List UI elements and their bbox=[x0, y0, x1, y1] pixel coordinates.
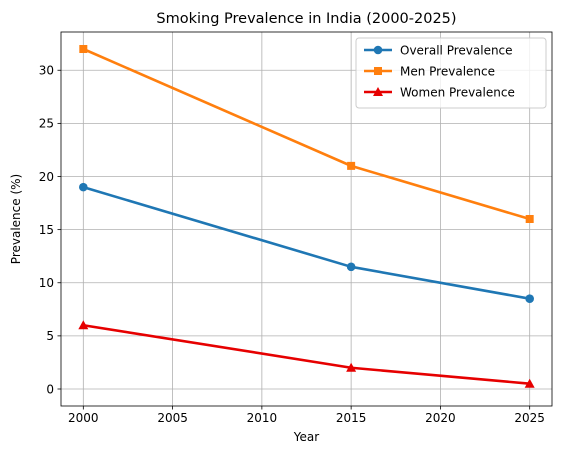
plot-frame bbox=[60, 31, 553, 407]
y-tick-label: 25 bbox=[39, 117, 54, 131]
x-tick-label: 2015 bbox=[336, 411, 367, 425]
x-tick-label: 2000 bbox=[68, 411, 99, 425]
series-line-overall-prevalence bbox=[82, 185, 530, 300]
y-tick-label: 20 bbox=[39, 170, 54, 184]
legend: Overall Prevalence Men Prevalence Women Pr… bbox=[355, 37, 547, 109]
y-tick-label: 5 bbox=[46, 329, 54, 343]
data-point-women-prevalence bbox=[346, 362, 357, 372]
x-tick-label: 2005 bbox=[157, 411, 188, 425]
y-tick-label: 15 bbox=[39, 223, 54, 237]
y-tick-label: 30 bbox=[39, 64, 54, 78]
chart-title: Smoking Prevalence in India (2000-2025) bbox=[156, 11, 456, 27]
series-overall-prevalence bbox=[79, 182, 534, 303]
legend-item-men-prevalence: Men Prevalence bbox=[364, 64, 495, 78]
data-point-women-prevalence bbox=[524, 378, 535, 388]
x-axis-title: Year bbox=[293, 430, 319, 444]
series-lines bbox=[78, 45, 535, 388]
legend-item-women-prevalence: Women Prevalence bbox=[364, 85, 515, 99]
series-line-women-prevalence bbox=[83, 323, 530, 385]
legend-swatch-marker bbox=[374, 67, 382, 75]
data-point-women-prevalence bbox=[78, 320, 89, 330]
data-point-men-prevalence bbox=[525, 215, 534, 223]
legend-item-overall-prevalence: Overall Prevalence bbox=[364, 43, 513, 57]
x-tick-label: 2025 bbox=[514, 411, 545, 425]
legend-label: Overall Prevalence bbox=[400, 43, 513, 57]
y-tick-label: 10 bbox=[39, 276, 54, 290]
data-point-overall-prevalence bbox=[525, 294, 534, 303]
data-point-overall-prevalence bbox=[79, 182, 88, 192]
legend-swatch-marker bbox=[373, 45, 383, 55]
data-point-overall-prevalence bbox=[346, 262, 356, 272]
legend-swatch-marker bbox=[373, 87, 383, 96]
legend-label: Women Prevalence bbox=[400, 85, 515, 99]
legend-label: Men Prevalence bbox=[400, 64, 495, 78]
legend-box bbox=[355, 37, 547, 109]
data-point-men-prevalence bbox=[347, 161, 356, 170]
y-axis-title: Prevalence (%) bbox=[9, 174, 23, 264]
x-tick-label: 2010 bbox=[247, 411, 278, 425]
data-point-men-prevalence bbox=[79, 45, 88, 53]
series-women-prevalence bbox=[78, 320, 535, 388]
y-tick-label: 0 bbox=[46, 382, 54, 396]
series-men-prevalence bbox=[79, 45, 534, 223]
x-tick-label: 2020 bbox=[425, 411, 456, 425]
